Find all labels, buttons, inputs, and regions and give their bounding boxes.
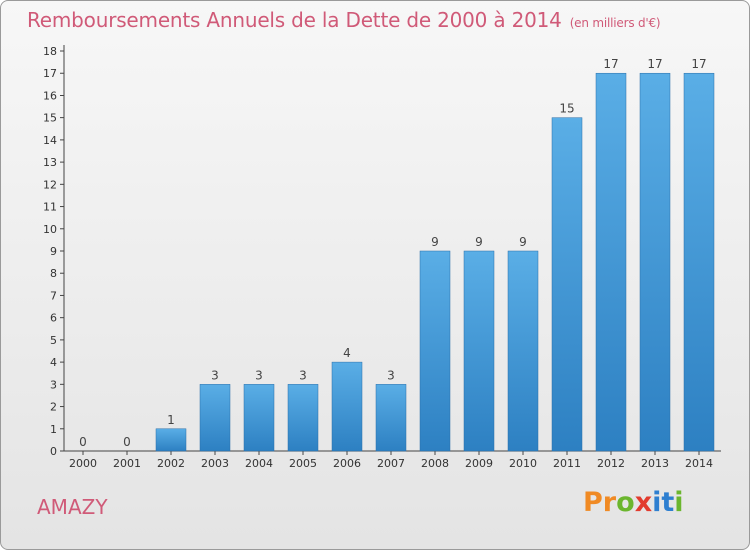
- x-tick-label: 2002: [157, 457, 185, 470]
- y-tick-label: 9: [50, 245, 57, 258]
- data-label: 9: [431, 235, 439, 249]
- bar-2003: [199, 384, 231, 452]
- data-label: 9: [475, 235, 483, 249]
- data-label: 3: [255, 368, 263, 382]
- y-tick-label: 6: [50, 312, 57, 325]
- x-tick-label: 2003: [201, 457, 229, 470]
- bar-2007: [375, 384, 407, 452]
- logo-letter: x: [634, 487, 653, 518]
- bar-2002: [155, 428, 187, 452]
- bar-2009: [463, 250, 495, 452]
- x-tick-label: 2008: [421, 457, 449, 470]
- y-tick-label: 16: [43, 89, 57, 102]
- logo-letter: o: [616, 487, 635, 518]
- data-label: 9: [519, 235, 527, 249]
- bar-2011: [551, 117, 583, 452]
- y-tick-label: 2: [50, 401, 57, 414]
- bar-2012: [595, 72, 627, 452]
- y-tick-label: 17: [43, 67, 57, 80]
- logo-letter: i: [674, 487, 684, 518]
- y-tick-label: 0: [50, 445, 57, 458]
- bar-2013: [639, 72, 671, 452]
- x-tick-label: 2014: [685, 457, 713, 470]
- logo-letter: t: [661, 487, 675, 518]
- y-tick-label: 7: [50, 289, 57, 302]
- y-tick-label: 4: [50, 356, 57, 369]
- label-layer: 2000 0 2001 0 2002 1 2003 3 2004 3 2005 3 2006 4 2007 3…: [69, 57, 713, 470]
- data-label: 17: [647, 57, 662, 71]
- logo-letter: r: [602, 487, 617, 518]
- title-text: Remboursements Annuels de la Dette de 20…: [27, 8, 562, 32]
- x-tick-label: 2001: [113, 457, 141, 470]
- y-tick-label: 13: [43, 156, 57, 169]
- bar-2004: [243, 384, 275, 452]
- unit-label: (en milliers d'€): [569, 16, 661, 30]
- data-label: 17: [691, 57, 706, 71]
- data-label: 0: [123, 435, 131, 449]
- y-tick-label: 11: [43, 201, 57, 214]
- x-tick-label: 2011: [553, 457, 581, 470]
- x-tick-label: 2004: [245, 457, 273, 470]
- data-label: 4: [343, 346, 351, 360]
- y-tick-label: 15: [43, 112, 57, 125]
- logo-letter: i: [652, 487, 662, 518]
- data-label: 17: [603, 57, 618, 71]
- x-tick-label: 2000: [69, 457, 97, 470]
- data-label: 15: [559, 102, 574, 116]
- logo-letter: P: [583, 487, 603, 518]
- bar-2008: [419, 250, 451, 452]
- bar-2005: [287, 384, 319, 452]
- y-tick-label: 10: [43, 223, 57, 236]
- y-tick-label: 1: [50, 423, 57, 436]
- data-label: 1: [167, 413, 175, 427]
- bar-layer: [155, 72, 715, 452]
- y-tick-label: 8: [50, 267, 57, 280]
- proxiti-logo: Proxiti: [583, 487, 684, 518]
- x-tick-label: 2012: [597, 457, 625, 470]
- town-name: AMAZY: [37, 495, 108, 519]
- bar-2014: [683, 72, 715, 452]
- data-label: 0: [79, 435, 87, 449]
- data-label: 3: [387, 368, 395, 382]
- x-tick-label: 2013: [641, 457, 669, 470]
- bar-2006: [331, 361, 363, 452]
- chart-title: Remboursements Annuels de la Dette de 20…: [27, 8, 661, 32]
- x-tick-label: 2009: [465, 457, 493, 470]
- y-tick-label: 14: [43, 134, 57, 147]
- y-tick-label: 12: [43, 178, 57, 191]
- bar-2010: [507, 250, 539, 452]
- y-tick-label: 18: [43, 45, 57, 58]
- y-tick-label: 5: [50, 334, 57, 347]
- x-tick-label: 2010: [509, 457, 537, 470]
- data-label: 3: [299, 368, 307, 382]
- y-tick-label: 3: [50, 378, 57, 391]
- data-label: 3: [211, 368, 219, 382]
- x-tick-label: 2005: [289, 457, 317, 470]
- x-tick-label: 2006: [333, 457, 361, 470]
- x-tick-label: 2007: [377, 457, 405, 470]
